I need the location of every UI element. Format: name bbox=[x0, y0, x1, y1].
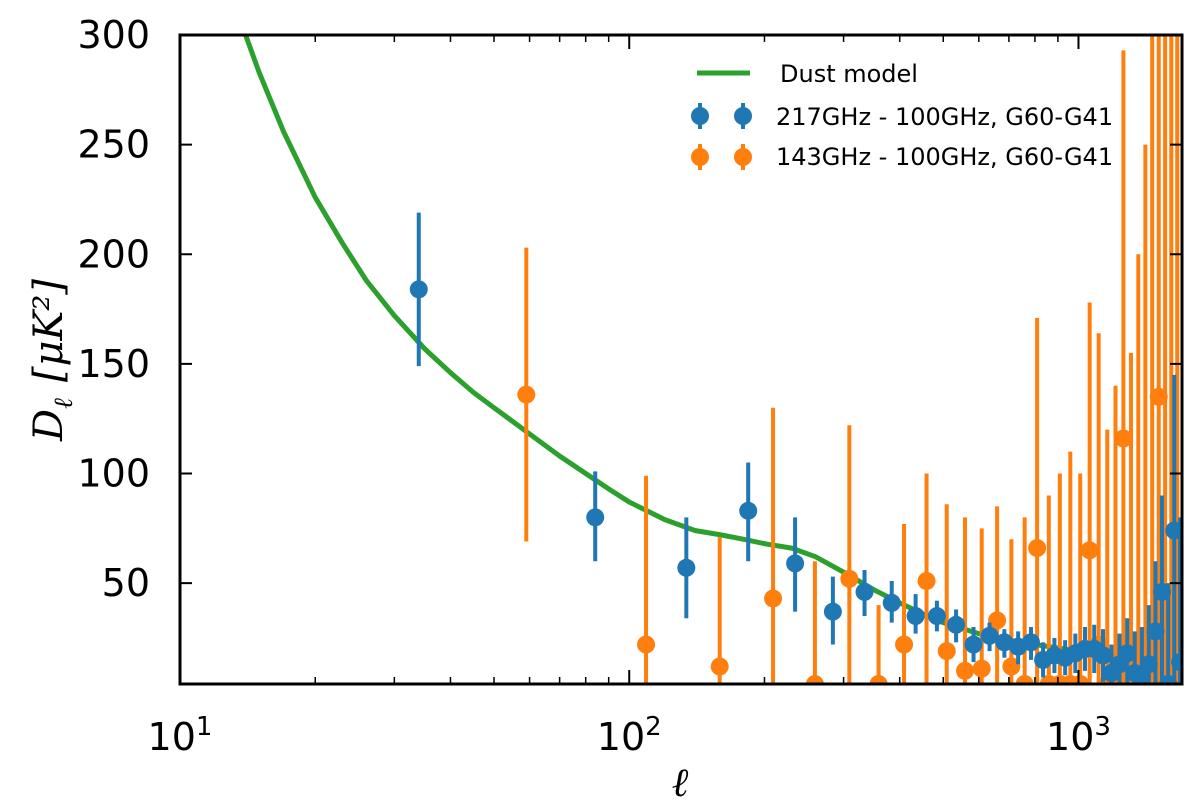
legend-point bbox=[691, 148, 709, 166]
orange-point bbox=[937, 642, 956, 661]
orange-point bbox=[710, 657, 729, 676]
legend-label-143ghz: 143GHz - 100GHz, G60-G41 bbox=[776, 143, 1113, 171]
orange-point bbox=[988, 611, 1007, 630]
blue-point bbox=[964, 635, 983, 654]
blue-point bbox=[906, 607, 925, 626]
legend-point bbox=[734, 148, 752, 166]
blue-point bbox=[855, 582, 874, 601]
blue-point bbox=[947, 615, 966, 634]
blue-point bbox=[980, 626, 999, 645]
blue-point bbox=[1021, 633, 1040, 652]
blue-point bbox=[1118, 644, 1137, 663]
orange-point bbox=[1002, 657, 1021, 676]
orange-point bbox=[637, 635, 656, 654]
x-tick-label: 103 bbox=[1046, 712, 1111, 759]
orange-point bbox=[869, 675, 888, 684]
orange-point bbox=[917, 571, 936, 590]
svg-text:Dℓ[μK²]: Dℓ[μK²] bbox=[26, 279, 79, 442]
orange-point bbox=[1080, 541, 1099, 560]
y-tick-label: 200 bbox=[77, 232, 150, 276]
blue-point bbox=[586, 508, 605, 527]
orange-point bbox=[1114, 429, 1133, 448]
x-tick-label: 102 bbox=[597, 712, 662, 759]
blue-point bbox=[739, 501, 758, 520]
orange-point bbox=[895, 635, 914, 654]
blue-point bbox=[1094, 646, 1113, 665]
plot-frame bbox=[178, 33, 1184, 686]
axes-layer bbox=[178, 33, 1184, 686]
y-tick-label: 100 bbox=[77, 452, 150, 496]
blue-point bbox=[1139, 655, 1158, 674]
blue-point bbox=[409, 280, 428, 299]
orange-point bbox=[1071, 675, 1090, 684]
y-axis-label: Dℓ[μK²] bbox=[26, 279, 79, 442]
blue-point bbox=[677, 558, 696, 577]
blue-point bbox=[1171, 653, 1182, 672]
legend-point bbox=[734, 107, 752, 125]
blue-point bbox=[1165, 521, 1182, 540]
blue-point bbox=[927, 607, 946, 626]
orange-point bbox=[517, 385, 536, 404]
y-tick-label: 300 bbox=[77, 13, 150, 57]
y-tick-label: 150 bbox=[77, 342, 150, 386]
legend-marker-217ghz bbox=[691, 103, 752, 129]
blue-point bbox=[882, 593, 901, 612]
x-tick-labels: 101 102 103 bbox=[148, 712, 1111, 759]
orange-point bbox=[764, 589, 783, 608]
orange-point bbox=[1015, 675, 1034, 684]
orange-point bbox=[972, 659, 991, 678]
x-axis-label: ℓ bbox=[672, 760, 689, 806]
blue-point bbox=[995, 633, 1014, 652]
legend-marker-143ghz bbox=[691, 144, 752, 170]
orange-point bbox=[805, 675, 824, 684]
orange-point bbox=[956, 661, 975, 680]
y-tick-label: 50 bbox=[102, 561, 150, 605]
blue-series-layer bbox=[409, 212, 1182, 684]
orange-point bbox=[1028, 539, 1047, 558]
y-tick-label: 250 bbox=[77, 123, 150, 167]
legend-label-dust-model: Dust model bbox=[780, 60, 918, 88]
y-tick-labels: 50 100 150 200 250 300 bbox=[77, 13, 150, 605]
blue-point bbox=[786, 554, 805, 573]
legend: Dust model 217GHz - 100GHz, G60-G41 143G… bbox=[691, 60, 1113, 171]
orange-series-layer bbox=[517, 35, 1182, 684]
legend-label-217ghz: 217GHz - 100GHz, G60-G41 bbox=[776, 103, 1113, 131]
blue-point bbox=[823, 602, 842, 621]
legend-point bbox=[691, 107, 709, 125]
x-tick-label: 101 bbox=[148, 712, 213, 759]
orange-point bbox=[840, 569, 859, 588]
